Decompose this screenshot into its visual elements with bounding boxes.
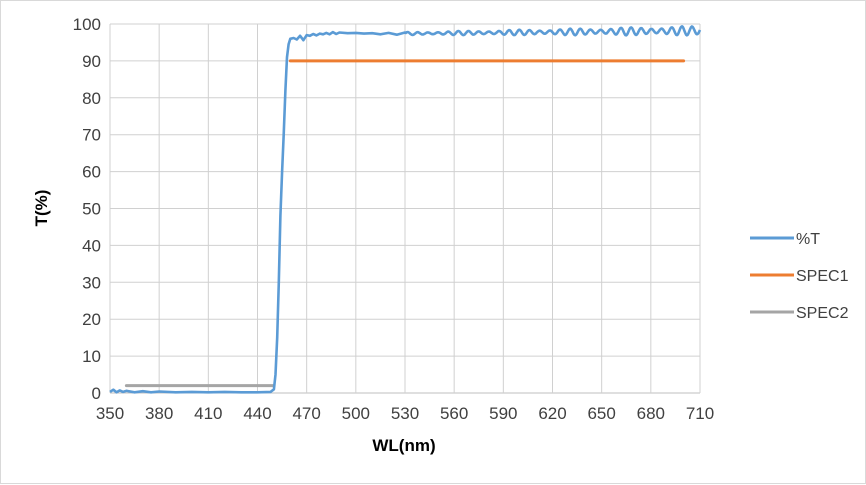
x-tick-label: 500 — [342, 404, 370, 423]
y-tick-label: 0 — [92, 384, 101, 403]
x-tick-label: 410 — [194, 404, 222, 423]
x-tick-label: 560 — [440, 404, 468, 423]
y-axis-ticks: 0 10 20 30 40 50 60 70 80 90 100 — [73, 15, 101, 403]
legend-label-spec2: SPEC2 — [796, 305, 849, 322]
y-tick-label: 90 — [82, 52, 101, 71]
x-tick-label: 710 — [686, 404, 714, 423]
legend-label-%T: %T — [796, 231, 820, 248]
y-tick-label: 40 — [82, 236, 101, 255]
x-tick-label: 590 — [489, 404, 517, 423]
y-tick-label: 30 — [82, 273, 101, 292]
gridlines — [109, 23, 701, 394]
x-tick-label: 680 — [637, 404, 665, 423]
x-tick-label: 470 — [292, 404, 320, 423]
series-lines — [109, 25, 702, 394]
x-tick-label: 350 — [96, 404, 124, 423]
y-tick-label: 20 — [82, 310, 101, 329]
series-line-%t — [109, 25, 702, 394]
x-tick-label: 530 — [391, 404, 419, 423]
y-tick-label: 80 — [82, 89, 101, 108]
x-tick-label: 620 — [538, 404, 566, 423]
x-axis-ticks: 350 380 410 440 470 500 530 560 590 620 650 680 710 — [96, 404, 714, 423]
y-tick-label: 70 — [82, 126, 101, 145]
legend-label-spec1: SPEC1 — [796, 268, 849, 285]
x-tick-label: 380 — [145, 404, 173, 423]
y-axis-title: T(%) — [32, 190, 51, 227]
x-axis-title: WL(nm) — [372, 436, 435, 455]
y-tick-label: 10 — [82, 347, 101, 366]
legend: %T SPEC1 SPEC2 — [750, 231, 849, 322]
y-tick-label: 50 — [82, 200, 101, 219]
y-tick-label: 100 — [73, 15, 101, 34]
x-tick-label: 650 — [587, 404, 615, 423]
x-tick-label: 440 — [243, 404, 271, 423]
y-tick-label: 60 — [82, 163, 101, 182]
